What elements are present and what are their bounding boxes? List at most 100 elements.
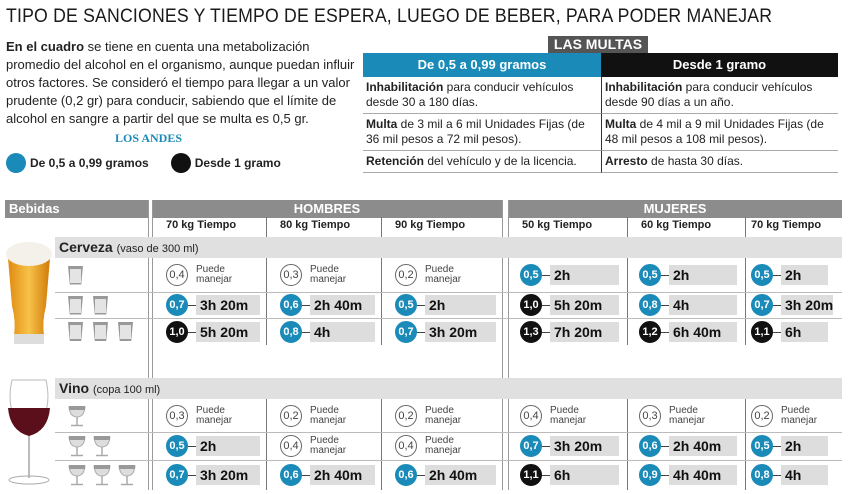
- multas-cell-text: de hasta 30 días.: [647, 154, 744, 168]
- bac-badge: 0,9: [639, 464, 661, 486]
- wait-time: 3h 20m: [196, 465, 260, 485]
- puede-label: Puede: [425, 404, 454, 416]
- bac-badge: 1,1: [520, 464, 542, 486]
- weight-label: 70 kg: [166, 219, 195, 231]
- page-title: TIPO DE SANCIONES Y TIEMPO DE ESPERA, LU…: [6, 6, 773, 27]
- connector-line: [188, 475, 196, 476]
- multas-cell: Inhabilitación para conducir vehículos d…: [363, 77, 601, 114]
- connector-line: [542, 446, 550, 447]
- bac-badge: 0,5: [751, 435, 773, 457]
- wait-time: 3h 20m: [550, 436, 619, 456]
- weight-label: 50 kg: [522, 219, 551, 231]
- manejar-label: manejar: [310, 445, 347, 456]
- manejar-label: manejar: [425, 274, 462, 285]
- bac-badge: 0,6: [280, 464, 302, 486]
- weight-label: 60 kg: [641, 219, 670, 231]
- connector-line: [188, 305, 196, 306]
- bac-badge: 0,4: [395, 435, 417, 457]
- puede-manejar-label: Puede manejar: [781, 404, 817, 426]
- puede-label: Puede: [669, 404, 698, 416]
- multas-cell: Multa de 4 mil a 9 mil Unidades Fijas (d…: [601, 114, 838, 151]
- multas-cell-text: para conducir vehículos desde 90 días a …: [605, 80, 813, 109]
- bac-badge: 0,2: [280, 404, 302, 427]
- multas-cell-text: de 3 mil a 6 mil Unidades Fijas (de 36 m…: [366, 117, 585, 146]
- puede-manejar-label: Puede manejar: [196, 265, 232, 285]
- connector-line: [417, 475, 425, 476]
- connector-line: [773, 475, 781, 476]
- drink-header-cerveza: Cerveza (vaso de 300 ml): [55, 237, 842, 258]
- time-label: Tiempo: [782, 219, 822, 231]
- connector-line: [773, 275, 781, 276]
- bac-badge: 0,7: [395, 320, 417, 343]
- drink-name: Vino: [59, 380, 90, 396]
- bac-badge: 1,0: [166, 320, 188, 343]
- multas-cell: Inhabilitación para conducir vehículos d…: [601, 77, 838, 114]
- column-divider: [745, 217, 746, 237]
- column-divider: [266, 399, 267, 490]
- beer-glass-icon: [68, 295, 83, 315]
- multas-cell: Multa de 3 mil a 6 mil Unidades Fijas (d…: [363, 114, 601, 151]
- multas-cell-text: para conducir vehículos desde 30 a 180 d…: [366, 80, 574, 109]
- column-divider: [627, 217, 628, 237]
- wait-time: 4h 40m: [669, 465, 737, 485]
- column-divider: [381, 399, 382, 490]
- drink-name: Cerveza: [59, 239, 113, 255]
- beer-glass-icon: [6, 242, 52, 344]
- bac-badge: 1,3: [520, 320, 542, 343]
- legend-black-label: Desde 1 gramo: [194, 156, 281, 170]
- bac-badge: 0,5: [395, 294, 417, 316]
- column-divider: [266, 217, 267, 237]
- bac-badge: 0,2: [395, 264, 417, 286]
- legend-blue-label: De 0,5 a 0,99 gramos: [30, 156, 149, 170]
- drink-header-vino: Vino (copa 100 ml): [55, 378, 842, 399]
- multas-cell-bold: Retención: [366, 154, 425, 168]
- wine-glass-icon: [68, 405, 86, 426]
- wait-time: 4h: [669, 295, 737, 315]
- manejar-label: manejar: [425, 445, 462, 456]
- beer-glass-icon: [93, 295, 108, 315]
- connector-line: [542, 331, 550, 333]
- column-header: 50 kg Tiempo: [522, 219, 592, 231]
- wait-time: 6h: [550, 465, 619, 485]
- multas-cell-text: de 4 mil a 9 mil Unidades Fijas (de 48 m…: [605, 117, 824, 146]
- wine-glass-icon: [93, 436, 111, 457]
- wait-time: 2h: [425, 295, 496, 315]
- wait-time: 4h: [781, 465, 828, 485]
- connector-line: [661, 331, 669, 333]
- column-divider: [381, 217, 382, 237]
- row-divider: [55, 292, 842, 293]
- connector-line: [661, 305, 669, 306]
- wait-time: 4h: [310, 321, 375, 342]
- puede-label: Puede: [781, 404, 810, 416]
- bac-badge: 0,2: [395, 404, 417, 427]
- mujeres-header: MUJERES: [508, 200, 842, 218]
- connector-line: [773, 331, 781, 333]
- row-divider: [55, 318, 842, 319]
- column-divider: [627, 258, 628, 345]
- bac-badge: 0,3: [280, 264, 302, 286]
- wait-time: 6h: [781, 321, 828, 342]
- puede-manejar-label: Puede manejar: [425, 436, 461, 456]
- wait-time: 2h: [781, 265, 828, 285]
- bac-badge: 0,5: [639, 264, 661, 286]
- connector-line: [188, 446, 196, 447]
- multas-cell: Arresto de hasta 30 días.: [601, 151, 838, 173]
- legend-black-dot: [170, 153, 191, 173]
- puede-label: Puede: [310, 264, 339, 275]
- puede-manejar-label: Puede manejar: [425, 404, 461, 426]
- multas-cell-text: del vehículo y de la licencia.: [424, 154, 577, 168]
- multas-header-high: Desde 1 gramo: [601, 53, 838, 77]
- intro-text: En el cuadro se tiene en cuenta una meta…: [6, 38, 358, 128]
- wait-time: 3h 20m: [425, 321, 496, 342]
- intro-column: En el cuadro se tiene en cuenta una meta…: [6, 38, 358, 173]
- beer-glass-icon: [93, 322, 108, 341]
- wait-time: 2h 40m: [310, 465, 375, 485]
- weight-label: 80 kg: [280, 219, 309, 231]
- manejar-label: manejar: [550, 414, 587, 426]
- bac-badge: 0,6: [639, 435, 661, 457]
- multas-cell-bold: Multa: [605, 117, 637, 131]
- puede-manejar-label: Puede manejar: [196, 405, 232, 426]
- multas-cell-bold: Inhabilitación: [366, 80, 444, 94]
- hombres-header: HOMBRES: [152, 200, 502, 218]
- bac-badge: 0,4: [280, 435, 302, 457]
